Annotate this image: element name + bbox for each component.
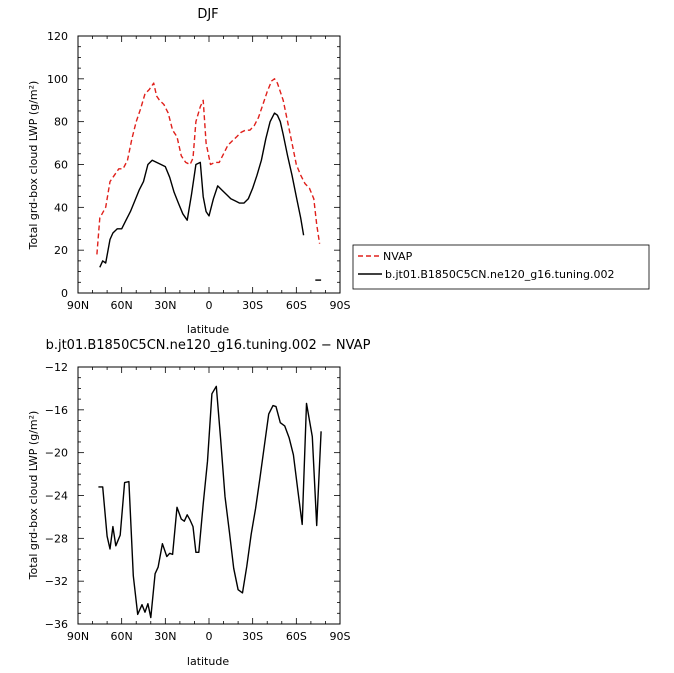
x-tick-label: 90S [330, 299, 351, 312]
x-tick-label: 60S [286, 299, 307, 312]
x-tick-label: 30N [154, 630, 176, 643]
x-tick-label: 30N [154, 299, 176, 312]
x-tick-label: 90N [67, 299, 89, 312]
y-tick-label: −16 [45, 404, 68, 417]
y-tick-label: 0 [61, 287, 68, 300]
x-tick-label: 90S [330, 630, 351, 643]
x-tick-label: 60N [111, 630, 133, 643]
series-line-1 [99, 112, 305, 268]
y-tick-label: 120 [47, 30, 68, 43]
x-tick-label: 0 [206, 299, 213, 312]
top-panel-xlabel: latitude [187, 323, 229, 336]
bottom-panel: b.jt01.B1850C5CN.ne120_g16.tuning.002 − … [27, 338, 371, 668]
bottom-panel-frame [77, 366, 341, 625]
y-tick-label: −28 [45, 532, 68, 545]
legend-label-model: b.jt01.B1850C5CN.ne120_g16.tuning.002 [385, 268, 614, 281]
y-tick-label: −12 [45, 361, 68, 374]
x-tick-label: 60S [286, 630, 307, 643]
series-line-0 [98, 385, 322, 619]
y-tick-label: 100 [47, 73, 68, 86]
bottom-panel-series [98, 385, 322, 619]
bottom-panel-ticks: 90N 60N 30N 0 30S 60S 90S −36 −32 −28 −24 −20 −16 −12 [45, 361, 351, 643]
y-tick-label: −36 [45, 618, 68, 631]
y-tick-label: −24 [45, 490, 68, 503]
x-tick-label: 60N [111, 299, 133, 312]
series-line-0 [96, 78, 321, 255]
bottom-panel-xlabel: latitude [187, 655, 229, 668]
top-panel-ylabel: Total grd-box cloud LWP (g/m²) [27, 81, 40, 251]
top-panel-title: DJF [197, 7, 218, 22]
legend-label-nvap: NVAP [383, 250, 413, 263]
top-panel-frame [77, 35, 341, 294]
x-tick-label: 0 [206, 630, 213, 643]
legend-box [352, 244, 650, 290]
bottom-panel-ylabel: Total grd-box cloud LWP (g/m²) [27, 411, 40, 581]
bottom-panel-title: b.jt01.B1850C5CN.ne120_g16.tuning.002 − … [46, 338, 371, 353]
y-tick-label: −20 [45, 447, 68, 460]
y-tick-label: 40 [54, 201, 68, 214]
x-tick-label: 90N [67, 630, 89, 643]
top-panel-series [96, 78, 322, 281]
x-tick-label: 30S [242, 299, 263, 312]
top-panel-ticks: 90N 60N 30N 0 30S 60S 90S 0 20 40 60 80 100 120 [47, 30, 351, 312]
y-tick-label: 80 [54, 116, 68, 129]
legend: NVAP b.jt01.B1850C5CN.ne120_g16.tuning.0… [352, 244, 650, 290]
top-panel: DJF Total grd-box cloud LWP (g/m²) latit… [27, 7, 351, 336]
y-tick-label: 60 [54, 159, 68, 172]
x-tick-label: 30S [242, 630, 263, 643]
y-tick-label: 20 [54, 244, 68, 257]
y-tick-label: −32 [45, 575, 68, 588]
